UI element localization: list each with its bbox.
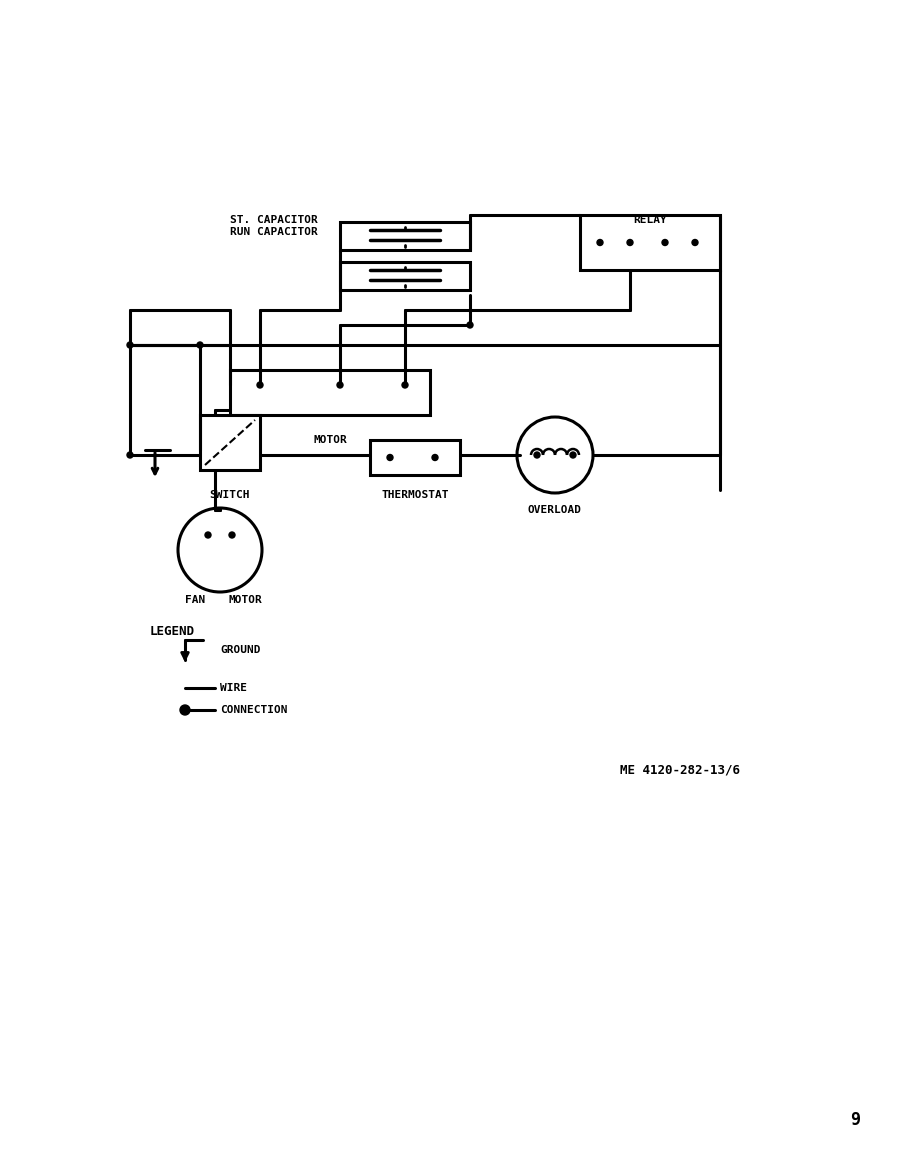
Circle shape	[127, 342, 133, 348]
Text: ME 4120-282-13/6: ME 4120-282-13/6	[620, 763, 740, 777]
Text: LEGEND: LEGEND	[150, 625, 195, 638]
Circle shape	[534, 452, 540, 458]
Circle shape	[197, 342, 203, 348]
Text: RELAY: RELAY	[633, 215, 667, 224]
Text: MOTOR: MOTOR	[228, 595, 262, 605]
Bar	[340, 262, 470, 290]
Circle shape	[467, 322, 473, 328]
Circle shape	[627, 240, 633, 245]
Text: 9: 9	[850, 1111, 860, 1129]
Text: GROUND: GROUND	[220, 645, 261, 655]
Circle shape	[205, 531, 211, 538]
Text: CONNECTION: CONNECTION	[220, 705, 288, 715]
Bar	[580, 215, 720, 270]
Circle shape	[229, 531, 235, 538]
Text: FAN: FAN	[185, 595, 205, 605]
Bar	[370, 440, 460, 475]
Circle shape	[662, 240, 668, 245]
Text: OVERLOAD: OVERLOAD	[528, 505, 582, 515]
Bar	[340, 222, 470, 250]
Circle shape	[127, 452, 133, 458]
Circle shape	[387, 455, 393, 461]
Circle shape	[692, 240, 698, 245]
Text: WIRE: WIRE	[220, 683, 247, 693]
Circle shape	[402, 381, 408, 388]
Text: SWITCH: SWITCH	[209, 490, 250, 500]
Bar	[230, 370, 430, 415]
Text: MOTOR: MOTOR	[313, 435, 347, 445]
Text: THERMOSTAT: THERMOSTAT	[381, 490, 449, 500]
Circle shape	[257, 381, 263, 388]
Circle shape	[180, 705, 190, 715]
Circle shape	[432, 455, 438, 461]
Circle shape	[337, 381, 343, 388]
Circle shape	[178, 508, 262, 592]
Text: ST. CAPACITOR
RUN CAPACITOR: ST. CAPACITOR RUN CAPACITOR	[230, 215, 317, 236]
Circle shape	[517, 418, 593, 493]
Bar	[200, 415, 260, 470]
Circle shape	[597, 240, 603, 245]
Circle shape	[570, 452, 576, 458]
